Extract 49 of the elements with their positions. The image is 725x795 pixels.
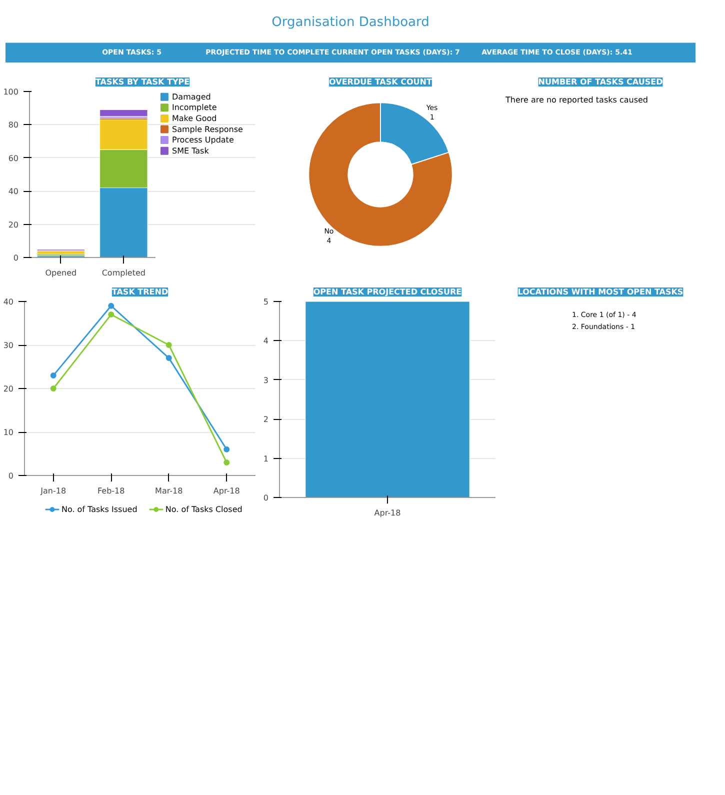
legend-label: SME Task bbox=[172, 146, 210, 156]
x-tick-label: Apr-18 bbox=[213, 486, 240, 496]
y-tick-label: 2 bbox=[263, 415, 269, 424]
y-tick-label: 40 bbox=[8, 187, 19, 196]
x-tick-label: Jan-18 bbox=[40, 486, 66, 496]
y-tick-label: 60 bbox=[8, 154, 19, 163]
chart-title: OVERDUE TASK COUNT bbox=[329, 78, 432, 86]
legend-label: No. of Tasks Issued bbox=[61, 505, 138, 514]
y-tick-label: 30 bbox=[3, 341, 14, 350]
x-tick-label: Apr-18 bbox=[374, 508, 401, 518]
y-tick-label: 100 bbox=[3, 88, 19, 96]
y-tick-label: 3 bbox=[263, 376, 269, 385]
y-tick-label: 1 bbox=[263, 454, 269, 464]
point bbox=[50, 372, 56, 378]
text: Organisation Dashboard bbox=[272, 14, 430, 30]
y-tick-label: 20 bbox=[8, 220, 19, 230]
legend-label: Make Good bbox=[172, 114, 217, 123]
chart-title: TASKS BY TASK TYPE bbox=[95, 78, 190, 86]
y-tick-label: 4 bbox=[263, 336, 269, 346]
text: LOCATIONS WITH MOST OPEN TASKS bbox=[518, 288, 684, 296]
legend-label: No. of Tasks Closed bbox=[165, 505, 242, 514]
text: There are no reported tasks caused bbox=[504, 95, 648, 104]
text: NUMBER OF TASKS CAUSED bbox=[538, 78, 664, 86]
point bbox=[166, 342, 172, 348]
y-tick-label: 0 bbox=[8, 472, 14, 480]
y-tick-label: 40 bbox=[3, 298, 14, 306]
x-tick-label: Mar-18 bbox=[155, 486, 183, 496]
point bbox=[108, 312, 114, 318]
bar bbox=[36, 250, 85, 254]
point bbox=[224, 446, 230, 452]
y-tick-label: 0 bbox=[13, 254, 19, 262]
x-tick-label: Completed bbox=[102, 268, 146, 278]
legend-label: Sample Response bbox=[172, 124, 244, 134]
y-tick-label: 0 bbox=[263, 494, 269, 502]
point bbox=[108, 302, 114, 309]
point bbox=[166, 355, 172, 362]
bar bbox=[100, 110, 148, 117]
x-tick-label: Opened bbox=[45, 268, 77, 278]
legend-label: Incomplete bbox=[172, 103, 217, 112]
point bbox=[224, 459, 230, 466]
legend-label: Process Update bbox=[172, 136, 234, 145]
x-tick-label: Feb-18 bbox=[98, 486, 125, 496]
y-tick-label: 20 bbox=[3, 384, 14, 394]
y-tick-label: 10 bbox=[3, 428, 14, 437]
chart-title: OPEN TASK PROJECTED CLOSURE bbox=[313, 288, 462, 296]
legend-label: Damaged bbox=[172, 92, 211, 102]
y-tick-label: 5 bbox=[263, 298, 269, 306]
y-tick-label: 80 bbox=[8, 120, 19, 130]
point bbox=[50, 386, 56, 392]
